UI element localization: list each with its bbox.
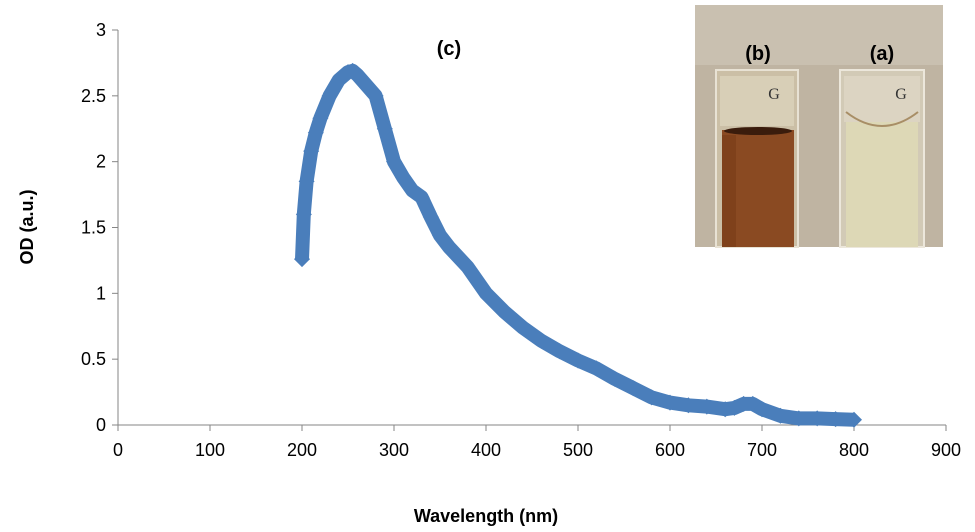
y-axis-title: OD (a.u.)	[17, 189, 37, 264]
data-point	[735, 395, 752, 412]
data-point	[294, 251, 310, 268]
panel-label: (c)	[437, 38, 461, 60]
data-point	[570, 352, 586, 369]
cuvette-a-upper-glass	[844, 76, 920, 122]
data-point	[606, 370, 623, 387]
data-point	[367, 87, 384, 104]
y-ticks: 0 0.5 1 1.5 2 2.5 3	[81, 20, 118, 435]
data-point	[298, 173, 315, 190]
data-point	[432, 227, 448, 244]
cuvette-b-upper-glass	[720, 76, 794, 126]
data-point	[809, 410, 826, 427]
cuvette-b-liquid-shade	[722, 135, 736, 247]
data-point	[496, 303, 513, 320]
data-point	[330, 72, 347, 89]
series-layer	[294, 62, 862, 428]
data-point	[459, 259, 476, 275]
data-point	[625, 380, 642, 397]
x-ticks: 0 100 200 300 400 500 600 700 800 900	[113, 425, 961, 460]
cuvette-a-meniscus	[845, 111, 919, 127]
cuvette-b-meniscus	[724, 127, 792, 135]
data-point	[643, 389, 660, 406]
data-point	[680, 397, 697, 414]
x-tick-label: 400	[471, 440, 501, 460]
data-point	[422, 208, 439, 225]
photo-label-b: (b)	[745, 43, 771, 65]
photo-wall-highlight	[695, 5, 943, 65]
x-tick-label: 700	[747, 440, 777, 460]
cuvette-b	[715, 69, 799, 248]
y-tick-label: 1	[96, 283, 106, 303]
data-point	[790, 410, 807, 427]
x-tick-label: 500	[563, 440, 593, 460]
y-tick-label: 2.5	[81, 86, 106, 106]
data-point	[533, 332, 550, 349]
x-axis-title: Wavelength (nm)	[414, 506, 558, 526]
photo-label-a: (a)	[870, 43, 894, 65]
y-tick-label: 3	[96, 20, 106, 40]
cuvette-a	[839, 69, 925, 248]
data-point	[386, 153, 402, 170]
data-point	[551, 343, 568, 360]
x-tick-label: 0	[113, 440, 123, 460]
cuvette-a-mark: G	[895, 86, 907, 103]
data-point	[413, 189, 430, 206]
data-point	[321, 87, 338, 104]
data-point	[312, 110, 329, 127]
data-point	[303, 143, 320, 160]
data-point	[754, 401, 770, 418]
y-tick-label: 0.5	[81, 349, 106, 369]
y-tick-label: 1.5	[81, 218, 106, 238]
y-tick-label: 0	[96, 415, 106, 435]
x-tick-label: 100	[195, 440, 225, 460]
data-point	[698, 398, 715, 415]
cuvette-b-mark: G	[768, 86, 780, 103]
data-point	[662, 394, 678, 411]
x-tick-label: 300	[379, 440, 409, 460]
data-point	[514, 319, 531, 336]
y-tick-label: 2	[96, 152, 106, 172]
x-tick-label: 800	[839, 440, 869, 460]
data-point	[376, 120, 393, 137]
data-point	[307, 124, 324, 141]
data-point	[772, 407, 789, 424]
data-point	[846, 411, 862, 428]
data-point	[588, 360, 605, 377]
x-tick-label: 200	[287, 440, 317, 460]
data-point	[358, 77, 375, 94]
data-point	[827, 411, 844, 428]
inset-photo: (b) (a) G G	[695, 5, 943, 248]
data-point	[295, 206, 312, 223]
data-point	[441, 239, 458, 256]
x-tick-label: 600	[655, 440, 685, 460]
data-point	[478, 285, 494, 302]
cuvette-a-liquid	[846, 122, 918, 247]
x-tick-label: 900	[931, 440, 961, 460]
data-point	[395, 169, 412, 186]
data-point	[349, 66, 366, 83]
